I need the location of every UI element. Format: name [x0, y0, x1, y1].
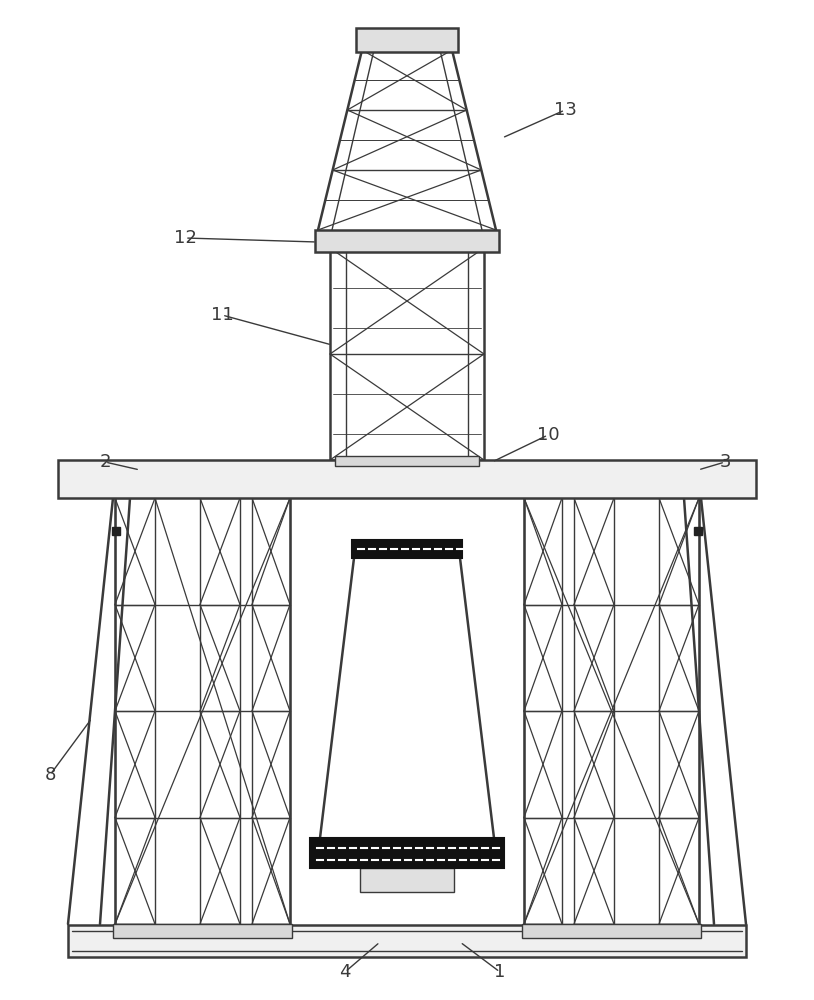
Bar	[330, 248, 484, 460]
Text: 11: 11	[211, 306, 234, 324]
Bar	[522, 924, 701, 938]
Bar	[310, 838, 504, 868]
Bar	[524, 498, 562, 924]
Text: 10: 10	[536, 426, 559, 444]
Bar	[112, 527, 120, 535]
Bar	[360, 868, 454, 892]
Bar	[659, 498, 699, 924]
Bar	[352, 540, 462, 558]
Text: 2: 2	[99, 453, 111, 471]
Bar	[68, 925, 746, 957]
Text: 3: 3	[720, 453, 731, 471]
Bar	[200, 498, 240, 924]
Bar	[115, 498, 155, 924]
Bar	[574, 498, 614, 924]
Bar	[58, 460, 756, 498]
Text: 13: 13	[554, 101, 576, 119]
Text: 4: 4	[339, 963, 351, 981]
Text: 12: 12	[173, 229, 196, 247]
Text: 8: 8	[44, 766, 55, 784]
Bar	[694, 527, 702, 535]
Text: 1: 1	[494, 963, 505, 981]
Bar	[252, 498, 290, 924]
Bar	[335, 456, 479, 466]
Bar	[356, 28, 458, 52]
Bar	[315, 230, 499, 252]
Bar	[113, 924, 292, 938]
